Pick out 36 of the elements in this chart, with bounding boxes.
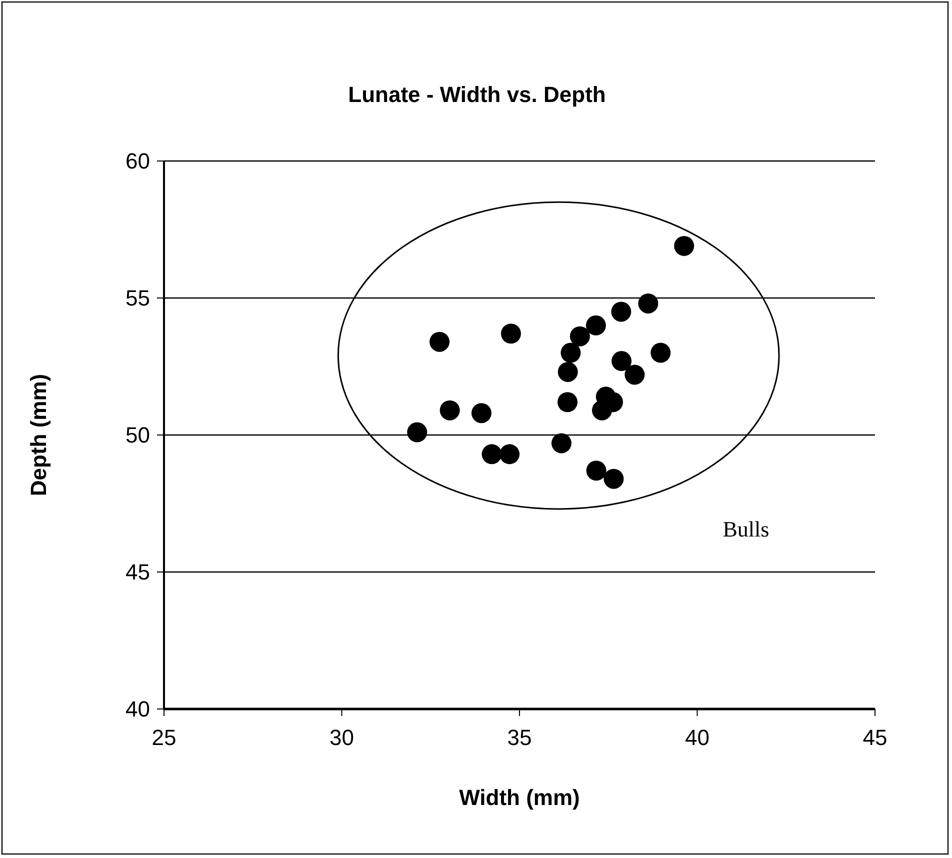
x-axis-title: Width (mm) (459, 785, 580, 810)
point (560, 342, 581, 363)
y-tick-label: 60 (126, 148, 150, 174)
point (570, 326, 590, 346)
y-tick-label: 50 (126, 422, 150, 448)
x-tick-label: 40 (685, 725, 710, 750)
point (624, 364, 645, 385)
annotation: Bulls (722, 516, 770, 542)
point (586, 460, 606, 481)
point (650, 342, 671, 363)
x-tick-label: 25 (152, 725, 176, 750)
y-tick-label: 45 (126, 560, 150, 585)
point (500, 444, 520, 464)
x-tick-label: 30 (330, 725, 354, 750)
point (407, 422, 428, 442)
chart-title: Lunate - Width vs. Depth (348, 82, 606, 107)
point (586, 315, 606, 336)
point (430, 332, 450, 352)
y-tick-label: 40 (126, 696, 150, 722)
point (551, 433, 572, 454)
point (558, 362, 578, 382)
point (557, 392, 578, 412)
point (592, 400, 612, 420)
point (604, 468, 624, 489)
point (611, 302, 632, 322)
point (612, 351, 632, 372)
point (440, 400, 460, 420)
y-tick-label: 55 (126, 286, 150, 311)
point (471, 403, 492, 424)
y-axis-title: Depth (mm) (26, 374, 51, 496)
point (482, 444, 502, 464)
point (674, 236, 694, 256)
point (500, 324, 521, 344)
x-tick-label: 45 (862, 725, 888, 750)
point (638, 293, 658, 314)
x-tick-label: 35 (507, 725, 532, 750)
